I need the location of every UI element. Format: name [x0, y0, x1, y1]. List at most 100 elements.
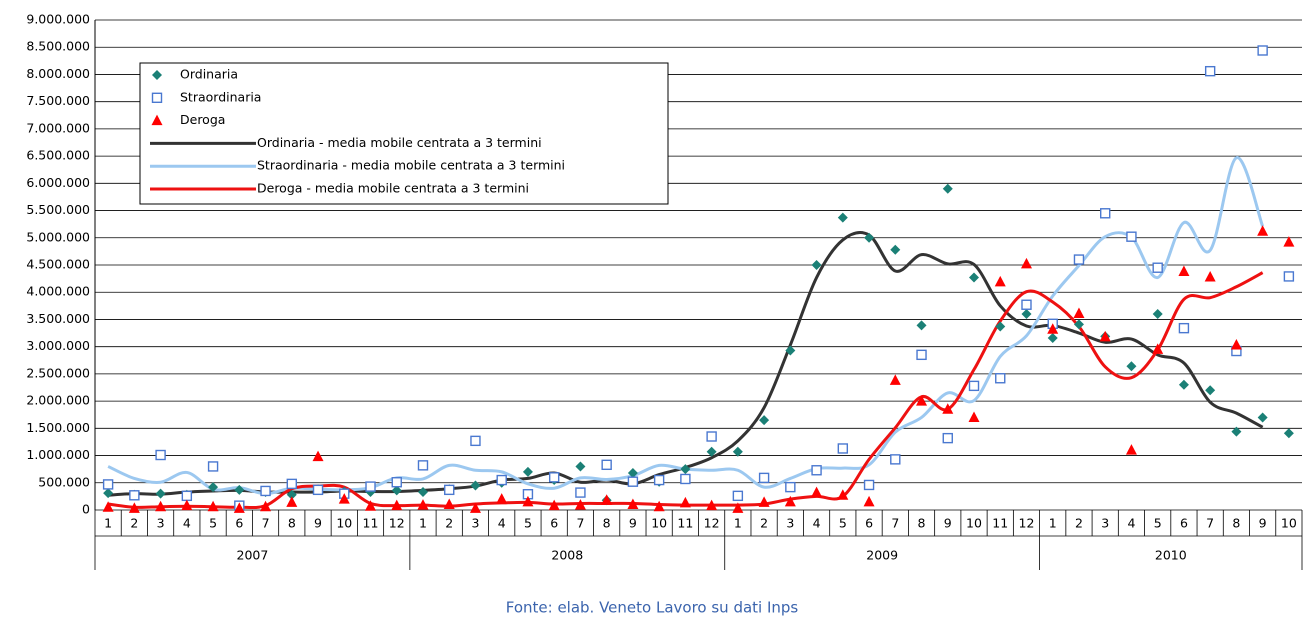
square-point	[890, 454, 901, 465]
square-point	[1178, 322, 1190, 334]
diamond-point	[811, 260, 822, 270]
x-tick-label: 6	[1180, 516, 1188, 531]
x-tick-label: 7	[262, 516, 270, 531]
legend-label: Deroga - media mobile centrata a 3 termi…	[257, 181, 529, 196]
x-tick-label: 5	[839, 516, 847, 531]
triangle-point	[994, 275, 1006, 287]
diamond-point	[1073, 319, 1084, 330]
diamond-point	[417, 487, 428, 498]
square-point	[1021, 299, 1032, 310]
triangle-point	[181, 499, 193, 511]
diamond-point	[837, 212, 848, 223]
y-tick-label: 500.000	[38, 474, 90, 489]
triangle-point	[784, 495, 796, 507]
x-tick-label: 1	[734, 516, 742, 531]
square-point	[312, 484, 324, 496]
square-point	[601, 459, 612, 471]
square-point	[916, 349, 927, 361]
x-tick-label: 10	[336, 516, 352, 531]
x-tick-label: 10	[966, 516, 982, 531]
square-point	[811, 465, 822, 476]
group-label: 2008	[551, 548, 583, 563]
y-tick-label: 1.500.000	[26, 420, 90, 435]
triangle-point	[863, 495, 875, 507]
triangle-point	[916, 395, 928, 406]
diamond-point	[864, 232, 875, 243]
triangle-point	[496, 493, 508, 504]
y-tick-label: 7.500.000	[26, 93, 90, 108]
x-tick-label: 6	[235, 516, 243, 531]
x-tick-label: 12	[389, 516, 405, 531]
square-point	[627, 476, 639, 487]
x-tick-label: 5	[524, 516, 532, 531]
legend-label: Straordinaria	[180, 89, 261, 104]
x-tick-label: 8	[918, 516, 926, 531]
square-point	[1073, 254, 1085, 265]
y-tick-label: 0	[82, 502, 90, 517]
square-point	[995, 373, 1006, 384]
x-tick-label: 10	[651, 516, 667, 531]
x-tick-label: 12	[704, 516, 720, 531]
square-point	[680, 473, 691, 485]
triangle-point	[574, 499, 586, 510]
triangle-point	[758, 496, 770, 507]
x-tick-label: 7	[576, 516, 584, 531]
triangle-point	[102, 501, 114, 512]
triangle-point	[627, 498, 639, 510]
square-point	[837, 443, 849, 454]
diamond-point	[1047, 332, 1058, 343]
x-tick-label: 1	[1049, 516, 1057, 531]
legend-box	[139, 62, 669, 205]
diamond-point	[1283, 428, 1294, 439]
square-point	[365, 481, 376, 492]
legend-label: Ordinaria	[180, 67, 238, 82]
triangle-point	[1125, 444, 1137, 455]
legend-label: Ordinaria - media mobile centrata a 3 te…	[257, 135, 542, 150]
square-point	[444, 484, 455, 496]
x-tick-label: 9	[314, 516, 322, 531]
square-point	[548, 472, 560, 483]
x-tick-label: 6	[550, 516, 558, 531]
square-point	[785, 481, 796, 493]
triangle-point	[1230, 339, 1242, 350]
diamond-point	[916, 320, 927, 331]
square-point	[863, 479, 875, 491]
triangle-point	[732, 502, 744, 513]
triangle-point	[1257, 225, 1269, 236]
triangle-point	[548, 499, 560, 511]
x-tick-label: 11	[677, 516, 693, 531]
triangle-point	[417, 499, 429, 510]
triangle-point	[1099, 330, 1111, 342]
triangle-point	[1020, 257, 1032, 269]
y-tick-label: 7.000.000	[26, 120, 90, 135]
diamond-point	[575, 461, 586, 472]
square-point	[151, 92, 163, 104]
group-label: 2007	[237, 548, 269, 563]
diamond-point	[680, 464, 691, 475]
y-tick-label: 1.000.000	[26, 447, 90, 462]
x-tick-label: 7	[1206, 516, 1214, 531]
diamond-point	[706, 446, 717, 457]
triangle-point	[601, 494, 613, 505]
y-tick-label: 2.000.000	[26, 393, 90, 408]
triangle-point	[469, 502, 481, 513]
triangle-point	[837, 489, 849, 500]
x-tick-label: 8	[1232, 516, 1240, 531]
x-tick-label: 3	[1101, 516, 1109, 531]
diamond-point	[969, 272, 980, 283]
square-point	[1204, 65, 1216, 77]
diamond-point	[759, 415, 770, 426]
diamond-point	[391, 485, 402, 496]
y-tick-label: 4.000.000	[26, 284, 90, 299]
square-point	[496, 474, 507, 486]
x-tick-label: 7	[891, 516, 899, 531]
x-tick-label: 8	[288, 516, 296, 531]
square-point	[417, 460, 429, 471]
x-tick-label: 10	[1281, 516, 1297, 531]
diamond-point	[1021, 309, 1032, 319]
y-tick-label: 9.000.000	[26, 12, 90, 27]
square-point	[286, 478, 297, 490]
triangle-point	[338, 493, 350, 504]
